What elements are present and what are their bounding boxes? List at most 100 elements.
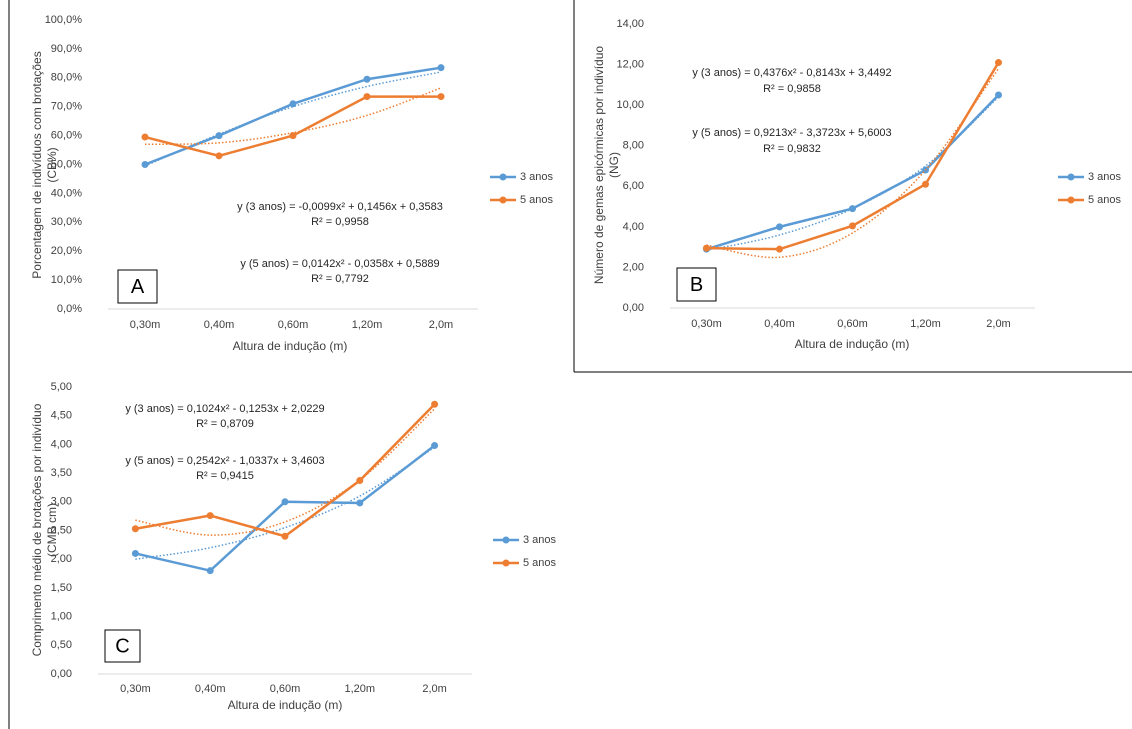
equation: y (5 anos) = 0,0142x² - 0,0358x + 0,5889 — [240, 258, 439, 270]
y-tick-label: 5,00 — [51, 381, 72, 393]
y-tick-label: 12,00 — [616, 58, 644, 70]
point — [431, 442, 439, 450]
panel-box — [676, 267, 717, 302]
point — [431, 400, 439, 408]
point — [995, 91, 1002, 99]
point — [141, 161, 149, 168]
legend-marker — [499, 173, 507, 181]
x-tick-label: 2,0m — [422, 683, 446, 695]
point — [131, 549, 139, 557]
x-tick-label: 1,20m — [345, 683, 376, 695]
point — [437, 93, 445, 101]
y-tick-label: 20,0% — [51, 245, 82, 257]
series-line — [706, 61, 1000, 251]
x-tick-label: 0,60m — [270, 683, 301, 695]
y-tick-label: 30,0% — [51, 216, 82, 228]
point — [849, 205, 856, 213]
point — [131, 525, 139, 533]
panel-label: A — [131, 276, 145, 298]
equation: R² = 0,9832 — [763, 143, 821, 155]
legend-label: 3 anos — [520, 171, 554, 183]
y-axis-title: (CB%) — [45, 147, 59, 182]
x-tick-label: 0,40m — [195, 683, 226, 695]
equation: y (5 anos) = 0,2542x² - 1,0337x + 3,4603 — [125, 455, 324, 467]
point — [141, 133, 149, 141]
x-tick-label: 1,20m — [352, 319, 383, 331]
equation: y (3 anos) = -0,0099x² + 0,1456x + 0,358… — [237, 201, 443, 213]
y-tick-label: 80,0% — [51, 72, 82, 84]
point — [437, 64, 445, 72]
legend-label: 3 anos — [523, 534, 557, 546]
y-tick-label: 1,50 — [51, 582, 72, 594]
point — [776, 223, 783, 231]
equation: y (3 anos) = 0,4376x² - 0,8143x + 3,4492 — [692, 67, 891, 79]
point — [289, 132, 297, 140]
panel-label: C — [115, 635, 129, 657]
equation: R² = 0,9958 — [311, 216, 369, 228]
legend-label: 5 anos — [523, 557, 557, 569]
equation: R² = 0,9858 — [763, 83, 821, 95]
point — [356, 499, 364, 507]
x-tick-label: 0,40m — [204, 319, 235, 331]
legend-marker — [502, 559, 510, 567]
y-tick-label: 2,00 — [51, 553, 72, 565]
point — [206, 567, 214, 575]
y-axis-title: Comprimento médio de brotações por indiv… — [30, 403, 44, 656]
trendline — [135, 446, 436, 560]
y-tick-label: 10,0% — [51, 274, 82, 286]
legend-label: 5 anos — [520, 194, 554, 206]
y-tick-label: 8,00 — [623, 140, 644, 152]
y-tick-label: 2,50 — [51, 524, 72, 536]
trendline — [144, 87, 442, 146]
legend-marker — [1067, 173, 1075, 181]
point — [849, 222, 856, 230]
y-tick-label: 0,00 — [51, 668, 72, 680]
equation: y (5 anos) = 0,9213x² - 3,3723x + 5,6003 — [692, 127, 891, 139]
y-tick-label: 100,0% — [45, 14, 83, 26]
x-tick-label: 0,60m — [278, 319, 309, 331]
y-tick-label: 70,0% — [51, 101, 82, 113]
y-tick-label: 0,50 — [51, 639, 72, 651]
y-axis-title: Porcentagem de indivíduos com brotações — [30, 51, 44, 278]
equation: R² = 0,8709 — [196, 418, 254, 430]
point — [289, 100, 297, 108]
x-tick-label: 0,30m — [120, 683, 151, 695]
x-tick-label: 0,60m — [837, 318, 868, 330]
x-tick-label: 0,30m — [691, 318, 722, 330]
point — [363, 93, 371, 101]
x-axis-title: Altura de indução (m) — [233, 339, 348, 353]
point — [922, 180, 929, 188]
y-tick-label: 3,50 — [51, 467, 72, 479]
y-tick-label: 4,00 — [623, 221, 644, 233]
point — [776, 245, 783, 253]
y-tick-label: 0,00 — [623, 302, 644, 314]
point — [215, 132, 223, 140]
legend-marker — [499, 196, 507, 204]
y-tick-label: 14,00 — [616, 18, 644, 30]
point — [995, 59, 1002, 67]
panel-box — [104, 629, 141, 663]
y-tick-label: 60,0% — [51, 130, 82, 142]
y-tick-label: 4,50 — [51, 410, 72, 422]
y-tick-label: 6,00 — [623, 180, 644, 192]
legend-marker — [502, 536, 510, 544]
series-line — [144, 66, 442, 166]
y-axis-title: (NG) — [607, 152, 621, 178]
y-tick-label: 4,00 — [51, 438, 72, 450]
point — [281, 532, 289, 540]
y-tick-label: 10,00 — [616, 99, 644, 111]
y-tick-label: 40,0% — [51, 187, 82, 199]
y-tick-label: 90,0% — [51, 43, 82, 55]
equation: R² = 0,9415 — [196, 470, 254, 482]
point — [363, 75, 371, 83]
trendline — [144, 71, 442, 167]
x-tick-label: 1,20m — [910, 318, 941, 330]
x-axis-title: Altura de indução (m) — [228, 698, 343, 712]
trendline — [135, 408, 436, 536]
y-tick-label: 1,00 — [51, 611, 72, 623]
series-line — [135, 403, 436, 538]
y-tick-label: 2,00 — [623, 261, 644, 273]
legend-label: 5 anos — [1088, 194, 1122, 206]
panel-box — [117, 269, 158, 304]
